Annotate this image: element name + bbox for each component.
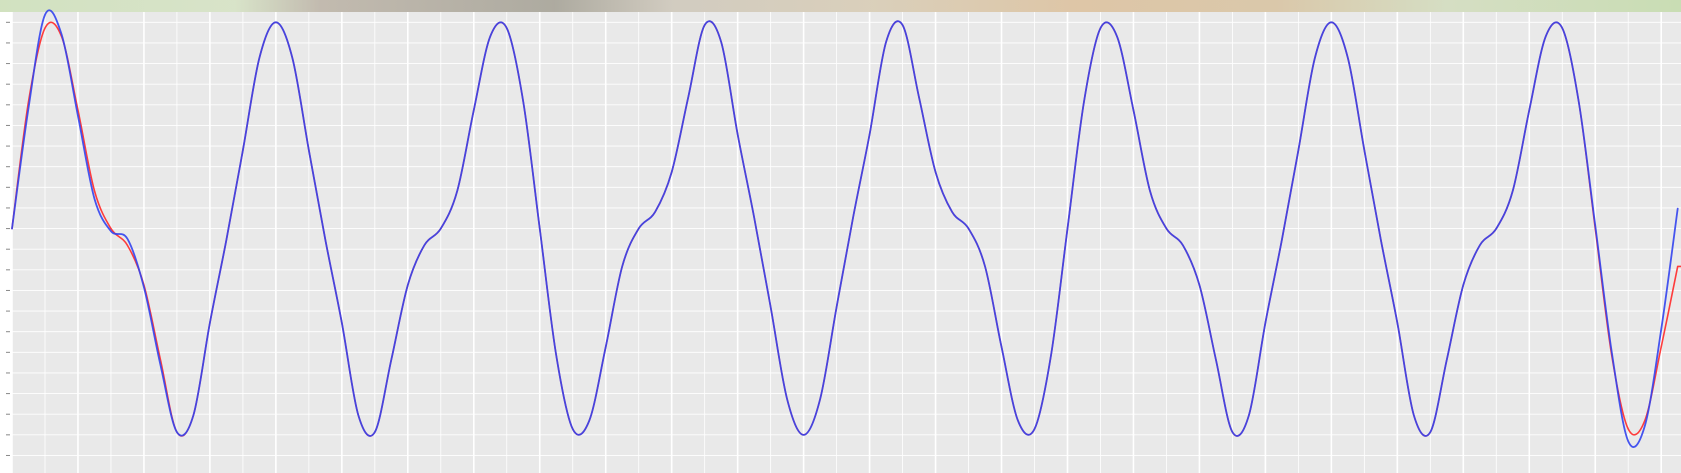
series-lines <box>11 9 1681 448</box>
series-line-blue <box>11 9 1679 448</box>
y-axis-ticks <box>6 21 10 456</box>
background-image-strip <box>0 0 1681 12</box>
plot-background <box>12 12 1681 473</box>
gridlines <box>11 12 1681 473</box>
